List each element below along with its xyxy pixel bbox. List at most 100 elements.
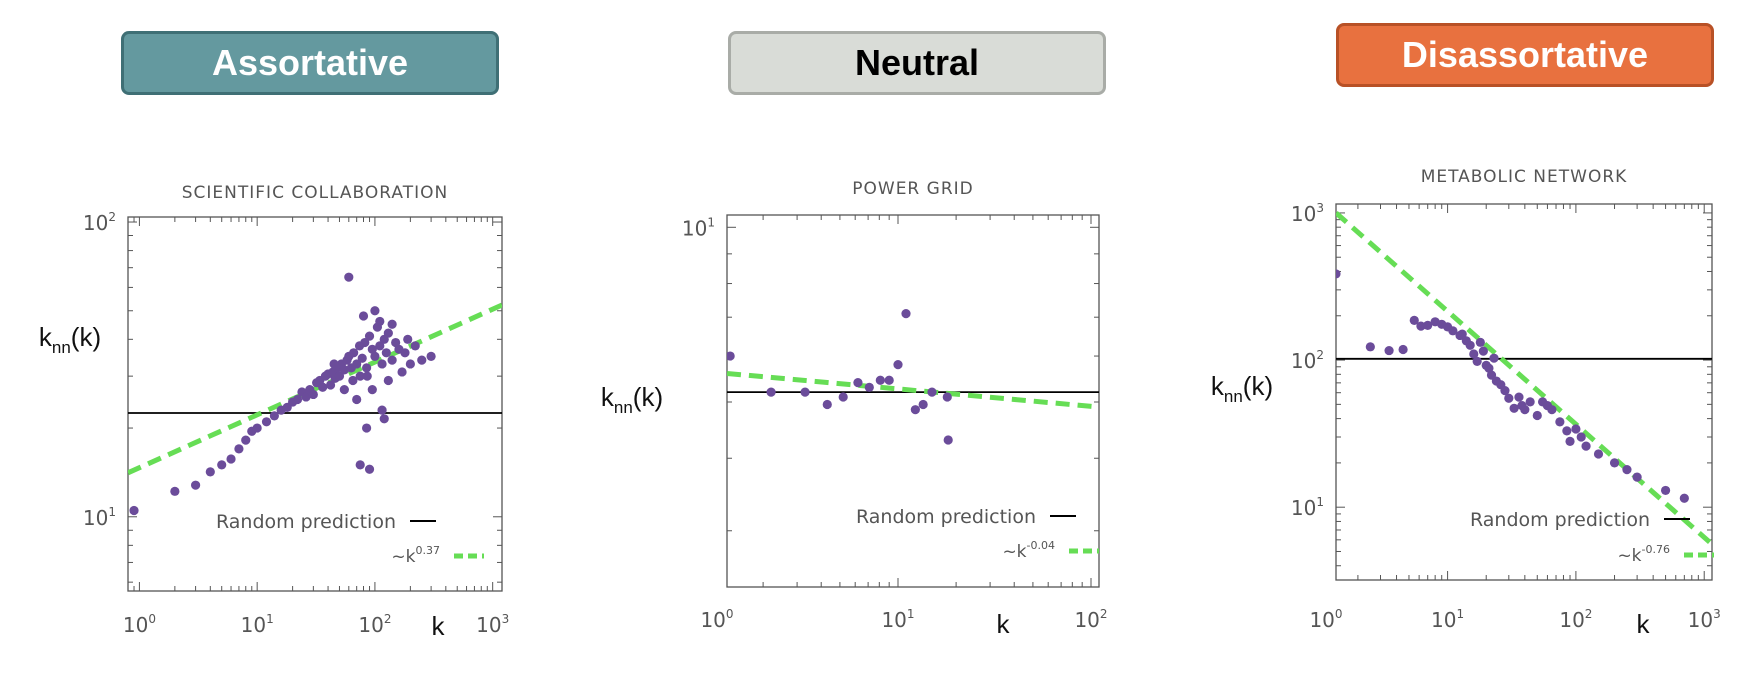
data-point [344,272,354,282]
banner-assortative: Assortative [121,31,499,95]
data-point [379,414,389,424]
y-tick-label: 102 [1291,348,1324,373]
data-point [355,371,365,381]
data-point [1562,426,1572,436]
data-point [1384,345,1394,356]
data-point [910,405,920,415]
data-point [339,385,349,395]
data-point [1409,315,1419,326]
banner-neutral-label: Neutral [854,42,980,83]
legend-random-label: Random prediction [856,506,1036,528]
data-point [918,399,928,410]
data-point [387,355,397,365]
data-point [352,394,362,405]
data-point [884,375,894,385]
data-point [1547,405,1557,415]
data-point [1660,485,1671,496]
y-axis-label: knn(k) [39,322,101,357]
data-point [1472,356,1482,366]
data-point [1525,397,1535,407]
legend-fit-label: ~k-0.76 [1617,543,1670,566]
data-point [190,480,201,490]
data-point [1571,424,1581,434]
data-point [370,351,380,362]
data-point [901,309,911,319]
data-point [1520,405,1530,415]
data-point [1504,393,1514,403]
x-tick-label: 100 [700,607,733,632]
data-point [383,328,393,338]
legend-fit-label: ~k-0.04 [1002,539,1055,562]
data-point [364,331,375,341]
x-tick-label: 102 [1074,607,1107,632]
data-point [360,337,370,348]
data-point [727,351,735,361]
data-point [269,411,279,421]
data-point [375,341,385,351]
data-point [766,387,776,397]
legend-random-label: Random prediction [1470,509,1650,531]
x-tick-label: 102 [1559,607,1592,632]
y-tick-label: 101 [682,215,715,240]
data-point [1576,432,1586,442]
data-point [410,341,420,351]
data-point [853,378,863,388]
data-point [1565,436,1575,447]
chart-title: METABOLIC NETWORK [1421,167,1628,187]
data-point [397,367,407,377]
data-point [261,417,272,427]
y-tick-label: 103 [1291,201,1324,226]
data-point [403,334,413,344]
data-point [1622,465,1632,475]
plot-content [1336,211,1712,547]
banner-disassortative-label: Disassortative [1401,34,1649,75]
x-tick-label: 103 [476,612,509,637]
data-point [1484,363,1494,373]
chart-1: SCIENTIFIC COLLABORATION 100 101 102 103 101 1… [39,183,509,641]
data-point [329,359,339,369]
data-point [234,444,244,454]
data-point [377,405,387,415]
y-axis-label: knn(k) [601,382,663,417]
data-point [417,355,427,365]
data-point [362,371,372,381]
data-point [377,359,387,369]
plot-frame [726,214,1100,588]
data-point [252,423,262,433]
data-point [1365,342,1375,352]
data-point [1469,349,1479,359]
data-point [205,467,215,477]
data-point [129,505,139,516]
x-axis-label: k [997,609,1011,639]
data-point [367,385,377,395]
data-point [1475,337,1485,347]
power-law-fit-line [1336,211,1712,547]
data-point [1532,410,1542,421]
data-point [1593,449,1604,459]
data-point [1457,329,1467,339]
data-point [1448,326,1458,336]
data-point [381,348,391,358]
data-point [375,316,385,327]
data-point [292,394,303,405]
x-tick-label: 102 [358,612,391,637]
data-point [364,464,375,474]
chart-3: METABOLIC NETWORK 100 101 102 103 101 102 103 k k… [1211,167,1721,639]
data-point [1423,320,1433,331]
data-point [355,460,365,470]
x-axis-label: k [1637,609,1651,639]
power-law-fit-line [128,302,502,476]
data-point [1478,346,1488,356]
data-point [370,306,380,316]
data-point [1489,353,1499,363]
x-axis-label: k [432,611,446,641]
legend-fit-label: ~k0.37 [391,544,440,567]
x-tick-label: 100 [1309,607,1342,632]
data-point [308,389,318,400]
x-tick-label: 101 [241,612,274,637]
data-point [358,311,369,321]
data-point [1632,472,1642,482]
plot-content [128,272,502,516]
data-point [1581,441,1591,451]
chart-title: POWER GRID [852,179,974,199]
